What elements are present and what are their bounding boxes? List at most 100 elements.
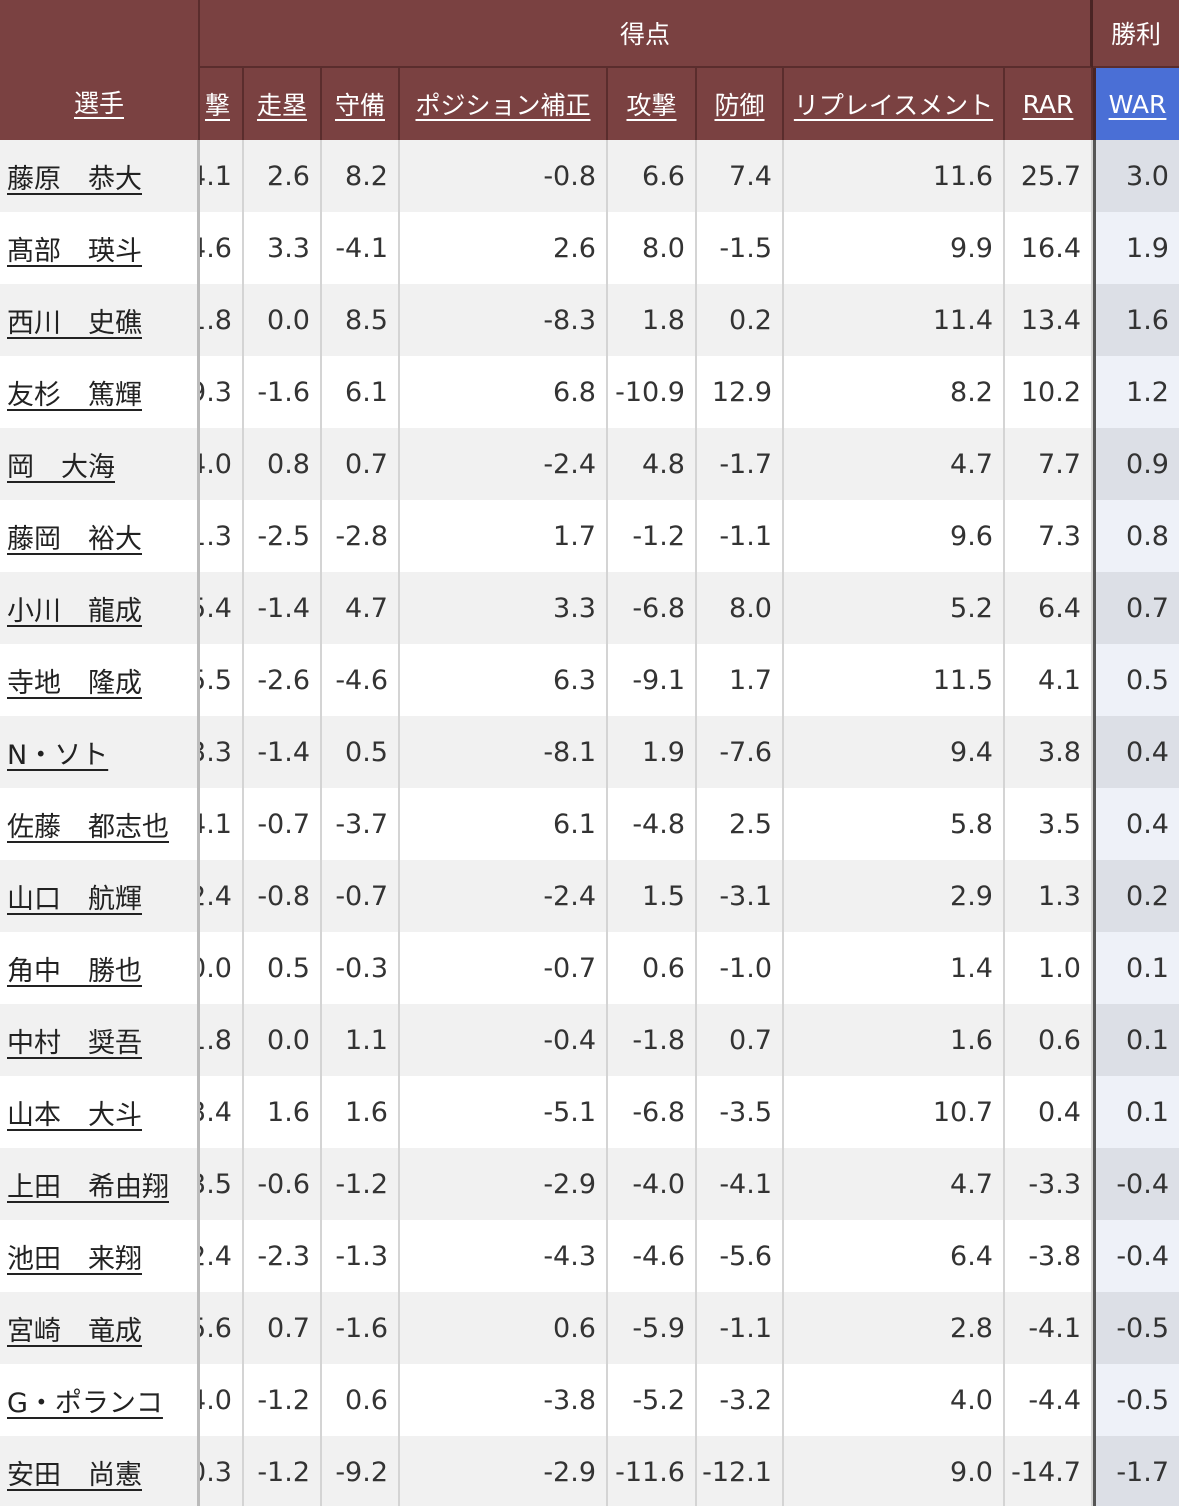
- stat-cell-text: -0.8: [257, 880, 310, 912]
- column-header[interactable]: リプレイスメント: [784, 68, 1005, 140]
- stat-cell-text: 3.3: [267, 232, 310, 264]
- player-name[interactable]: 小川 龍成: [0, 572, 200, 644]
- column-header[interactable]: WAR: [1093, 68, 1179, 140]
- stat-cell: 3.3: [244, 212, 322, 284]
- stat-cell-text: -2.4: [543, 448, 596, 480]
- stat-cell: 0.7: [244, 1292, 322, 1364]
- stat-cell: 8.0: [608, 212, 697, 284]
- stat-cell: 4.8: [608, 428, 697, 500]
- stat-cell-text: 8.5: [345, 304, 388, 336]
- stat-cell: -8.1: [400, 716, 608, 788]
- player-name-text[interactable]: 佐藤 都志也: [7, 811, 169, 843]
- player-name[interactable]: 池田 来翔: [0, 1220, 200, 1292]
- stat-cell-text: 0.5: [267, 952, 310, 984]
- stat-cell: 6.8: [400, 356, 608, 428]
- player-name-text[interactable]: 山口 航輝: [7, 883, 142, 915]
- column-header-text[interactable]: 攻撃: [626, 91, 677, 120]
- stat-cell: 4.1: [200, 140, 244, 212]
- stat-cell-text: -6.8: [632, 1096, 685, 1128]
- player-name[interactable]: 宮崎 竜成: [0, 1292, 200, 1364]
- player-name[interactable]: 岡 大海: [0, 428, 200, 500]
- name-header-text[interactable]: 選手: [73, 89, 124, 118]
- stat-cell-text: 10.7: [932, 1096, 993, 1128]
- player-name-text[interactable]: N・ソト: [7, 739, 109, 771]
- stat-cell: 1.1: [322, 1004, 400, 1076]
- column-header-text[interactable]: 防御: [714, 91, 765, 120]
- name-header[interactable]: 選手: [0, 0, 200, 140]
- column-header-text[interactable]: 走塁: [256, 91, 307, 120]
- player-name-text[interactable]: 小川 龍成: [7, 595, 142, 627]
- player-name-text[interactable]: 藤原 恭大: [7, 163, 142, 195]
- player-name[interactable]: 山口 航輝: [0, 860, 200, 932]
- stat-cell: 0.5: [244, 932, 322, 1004]
- player-name[interactable]: G・ポランコ: [0, 1364, 200, 1436]
- stat-cell: -1.0: [697, 932, 784, 1004]
- column-header-text[interactable]: WAR: [1108, 89, 1167, 119]
- player-name[interactable]: 中村 奨吾: [0, 1004, 200, 1076]
- column-header-text[interactable]: 撃: [204, 91, 230, 120]
- stat-cell-text: 16.4: [1020, 232, 1081, 264]
- player-name-text[interactable]: 中村 奨吾: [7, 1027, 142, 1059]
- player-name[interactable]: 髙部 瑛斗: [0, 212, 200, 284]
- stat-cell-text: -1.7: [1116, 1456, 1169, 1488]
- player-name-text[interactable]: 岡 大海: [7, 451, 115, 483]
- player-name-text[interactable]: 宮崎 竜成: [7, 1315, 142, 1347]
- stat-cell-text: -1.2: [335, 1168, 388, 1200]
- column-header-text[interactable]: ポジション補正: [415, 91, 591, 120]
- stat-cell-text: -0.7: [335, 880, 388, 912]
- player-name[interactable]: N・ソト: [0, 716, 200, 788]
- stat-cell-text: 0.0: [267, 1024, 310, 1056]
- stat-cell: 12.9: [697, 356, 784, 428]
- stat-cell: 1.0: [1005, 932, 1093, 1004]
- stat-cell-text: 0.4: [1038, 1096, 1081, 1128]
- player-name[interactable]: 寺地 隆成: [0, 644, 200, 716]
- stat-cell: 9.9: [784, 212, 1005, 284]
- column-header[interactable]: 守備: [322, 68, 400, 140]
- stat-cell: -3.7: [322, 788, 400, 860]
- stat-cell-text: -1.2: [632, 520, 685, 552]
- stat-cell-text: -2.9: [543, 1168, 596, 1200]
- stat-cell: 2.4: [200, 1220, 244, 1292]
- column-header-text[interactable]: RAR: [1022, 89, 1074, 119]
- stat-cell-text: -1.1: [719, 520, 772, 552]
- player-name-text[interactable]: G・ポランコ: [7, 1387, 163, 1419]
- column-header-text[interactable]: 守備: [334, 91, 385, 120]
- player-name-text[interactable]: 友杉 篤輝: [7, 379, 142, 411]
- player-name-text[interactable]: 池田 来翔: [7, 1243, 142, 1275]
- player-name-text[interactable]: 角中 勝也: [7, 955, 142, 987]
- player-name[interactable]: 友杉 篤輝: [0, 356, 200, 428]
- player-name[interactable]: 上田 希由翔: [0, 1148, 200, 1220]
- column-header[interactable]: 撃: [200, 68, 244, 140]
- stat-cell: 10.2: [1005, 356, 1093, 428]
- stat-cell-text: -12.1: [702, 1456, 772, 1488]
- player-name-text[interactable]: 上田 希由翔: [7, 1171, 169, 1203]
- player-name-text[interactable]: 藤岡 裕大: [7, 523, 142, 555]
- stat-cell-text: 3.3: [553, 592, 596, 624]
- column-header[interactable]: RAR: [1005, 68, 1093, 140]
- player-name-text[interactable]: 髙部 瑛斗: [7, 235, 142, 267]
- stat-cell-text: 0.3: [200, 1456, 232, 1488]
- player-name-text[interactable]: 寺地 隆成: [7, 667, 142, 699]
- stat-cell-text: 7.3: [1038, 520, 1081, 552]
- stat-cell: -1.7: [1093, 1436, 1179, 1506]
- stat-cell: -1.2: [608, 500, 697, 572]
- stat-cell-text: -5.9: [632, 1312, 685, 1344]
- stat-cell-text: 11.6: [932, 160, 993, 192]
- column-header[interactable]: ポジション補正: [400, 68, 608, 140]
- player-name-text[interactable]: 安田 尚憲: [7, 1459, 142, 1491]
- player-name[interactable]: 藤原 恭大: [0, 140, 200, 212]
- column-header[interactable]: 攻撃: [608, 68, 697, 140]
- column-header[interactable]: 走塁: [244, 68, 322, 140]
- player-name-text[interactable]: 西川 史礁: [7, 307, 142, 339]
- column-header[interactable]: 防御: [697, 68, 784, 140]
- stat-cell-text: 1.9: [642, 736, 685, 768]
- player-name[interactable]: 角中 勝也: [0, 932, 200, 1004]
- player-name[interactable]: 西川 史礁: [0, 284, 200, 356]
- player-name-text[interactable]: 山本 大斗: [7, 1099, 142, 1131]
- player-name[interactable]: 山本 大斗: [0, 1076, 200, 1148]
- stat-cell-text: 2.6: [267, 160, 310, 192]
- player-name[interactable]: 藤岡 裕大: [0, 500, 200, 572]
- column-header-text[interactable]: リプレイスメント: [793, 91, 994, 120]
- player-name[interactable]: 佐藤 都志也: [0, 788, 200, 860]
- player-name[interactable]: 安田 尚憲: [0, 1436, 200, 1506]
